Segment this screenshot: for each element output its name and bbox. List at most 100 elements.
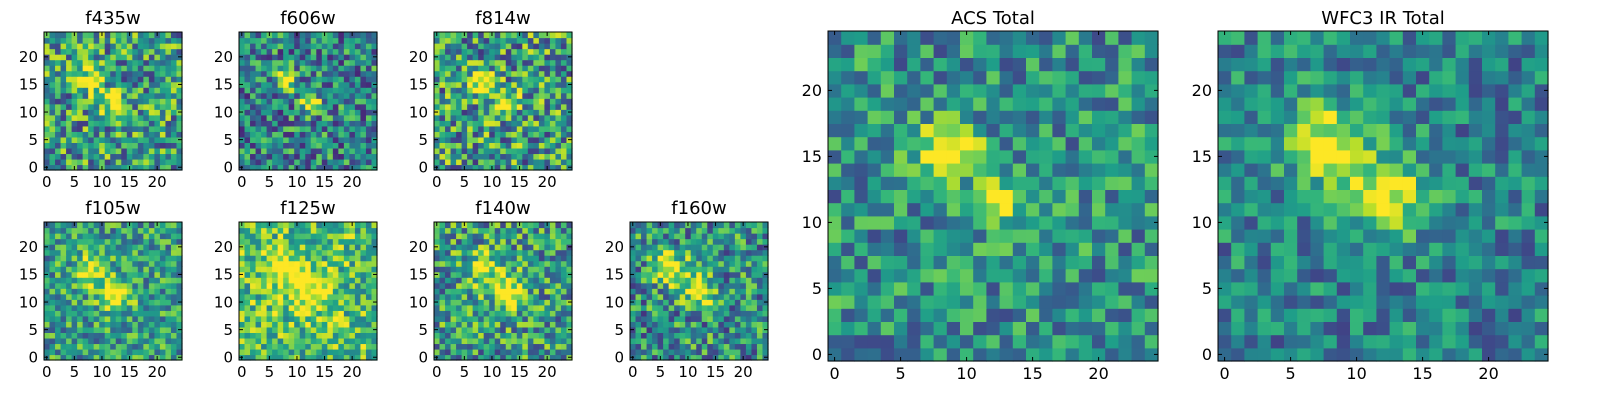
heatmap-cell xyxy=(1052,308,1067,322)
heatmap-cell xyxy=(505,32,512,39)
heatmap-cell xyxy=(762,288,769,295)
heatmap-cell xyxy=(668,282,675,289)
heatmap-cell xyxy=(82,293,89,300)
heatmap-cell xyxy=(663,315,670,322)
heatmap-cell xyxy=(299,315,306,322)
heatmap-cell xyxy=(505,87,512,94)
heatmap-cell xyxy=(294,98,301,105)
heatmap-cell xyxy=(316,227,323,234)
heatmap-cell xyxy=(1105,229,1119,243)
heatmap-cell xyxy=(137,158,144,166)
heatmap-cell xyxy=(538,98,545,105)
heatmap-cell xyxy=(321,233,328,240)
heatmap-cell xyxy=(494,260,501,267)
heatmap-cell xyxy=(867,163,882,177)
heatmap-cell xyxy=(104,266,111,273)
heatmap-cell xyxy=(49,164,56,171)
heatmap-cell xyxy=(165,233,172,240)
heatmap-cell xyxy=(288,282,295,289)
heatmap-cell xyxy=(305,282,312,289)
heatmap-cell xyxy=(250,326,257,333)
heatmap-cell xyxy=(516,158,523,166)
heatmap-cell xyxy=(483,131,490,138)
heatmap-cell xyxy=(283,164,290,171)
heatmap-cell xyxy=(77,65,84,72)
heatmap-cell xyxy=(1092,268,1106,283)
heatmap-cell xyxy=(244,321,251,328)
heatmap-cell xyxy=(77,244,84,251)
heatmap-cell xyxy=(745,271,753,278)
heatmap-cell xyxy=(668,222,675,229)
heatmap-cell xyxy=(288,32,295,39)
heatmap-cell xyxy=(244,315,251,322)
heatmap-cell xyxy=(343,315,350,322)
heatmap-cell xyxy=(544,120,551,127)
heatmap-cell xyxy=(239,343,246,350)
heatmap-cell xyxy=(522,131,529,138)
heatmap-cell xyxy=(277,103,284,110)
heatmap-cell xyxy=(439,343,446,350)
y-tick-label: 20 xyxy=(214,238,233,256)
heatmap-cell xyxy=(439,310,446,317)
heatmap-cell xyxy=(472,326,479,333)
heatmap-cell xyxy=(115,98,122,105)
heatmap-cell xyxy=(434,158,441,166)
heatmap-cell xyxy=(1118,229,1133,243)
heatmap-cell xyxy=(371,255,378,262)
heatmap-cell xyxy=(137,70,144,77)
heatmap-cell xyxy=(483,164,490,171)
heatmap-cell xyxy=(679,260,686,267)
heatmap-cell xyxy=(82,142,89,149)
heatmap-cell xyxy=(272,255,279,262)
heatmap-cell xyxy=(277,54,284,61)
heatmap-cell xyxy=(104,48,111,55)
heatmap-cell xyxy=(450,255,457,262)
heatmap-cell xyxy=(1131,255,1146,270)
heatmap-cell xyxy=(500,244,507,251)
heatmap-cell xyxy=(1131,229,1146,243)
heatmap-cell xyxy=(973,268,987,283)
heatmap-cell xyxy=(99,227,106,234)
heatmap-cell xyxy=(841,347,855,362)
heatmap-cell xyxy=(986,347,1001,362)
heatmap-cell xyxy=(354,244,362,251)
heatmap-cell xyxy=(132,43,139,50)
heatmap-cell xyxy=(299,337,306,345)
heatmap-cell xyxy=(154,304,161,311)
heatmap-cell xyxy=(159,70,167,77)
heatmap-cell xyxy=(88,109,95,116)
heatmap-cell xyxy=(920,347,935,362)
heatmap-cell xyxy=(489,277,496,284)
heatmap-cell xyxy=(505,48,512,55)
heatmap-cell xyxy=(143,277,150,284)
heatmap-cell xyxy=(740,332,747,339)
heatmap-cell xyxy=(566,142,573,149)
heatmap-cell xyxy=(360,87,367,94)
heatmap-cell xyxy=(478,277,485,284)
x-tick-label: 20 xyxy=(538,363,557,381)
heatmap-cell xyxy=(332,293,339,300)
heatmap-cell xyxy=(461,299,468,306)
heatmap-cell xyxy=(740,266,747,273)
heatmap-cell xyxy=(154,114,161,121)
heatmap-cell xyxy=(1052,242,1067,256)
heatmap-cell xyxy=(734,337,741,345)
heatmap-cell xyxy=(456,332,463,339)
heatmap-cell xyxy=(467,321,474,328)
heatmap-cell xyxy=(360,299,367,306)
heatmap-cell xyxy=(316,158,323,166)
heatmap-cell xyxy=(560,266,568,273)
heatmap-cell xyxy=(560,271,568,278)
heatmap-cell xyxy=(489,244,496,251)
heatmap-cell xyxy=(505,332,512,339)
heatmap-cell xyxy=(1118,189,1133,204)
heatmap-cell xyxy=(712,293,719,300)
heatmap-cell xyxy=(1131,347,1146,362)
heatmap-cell xyxy=(690,310,697,317)
heatmap-cell xyxy=(365,98,373,105)
heatmap-cell xyxy=(165,153,172,160)
heatmap-cell xyxy=(467,76,474,83)
heatmap-cell xyxy=(538,48,545,55)
heatmap-cell xyxy=(679,227,686,234)
